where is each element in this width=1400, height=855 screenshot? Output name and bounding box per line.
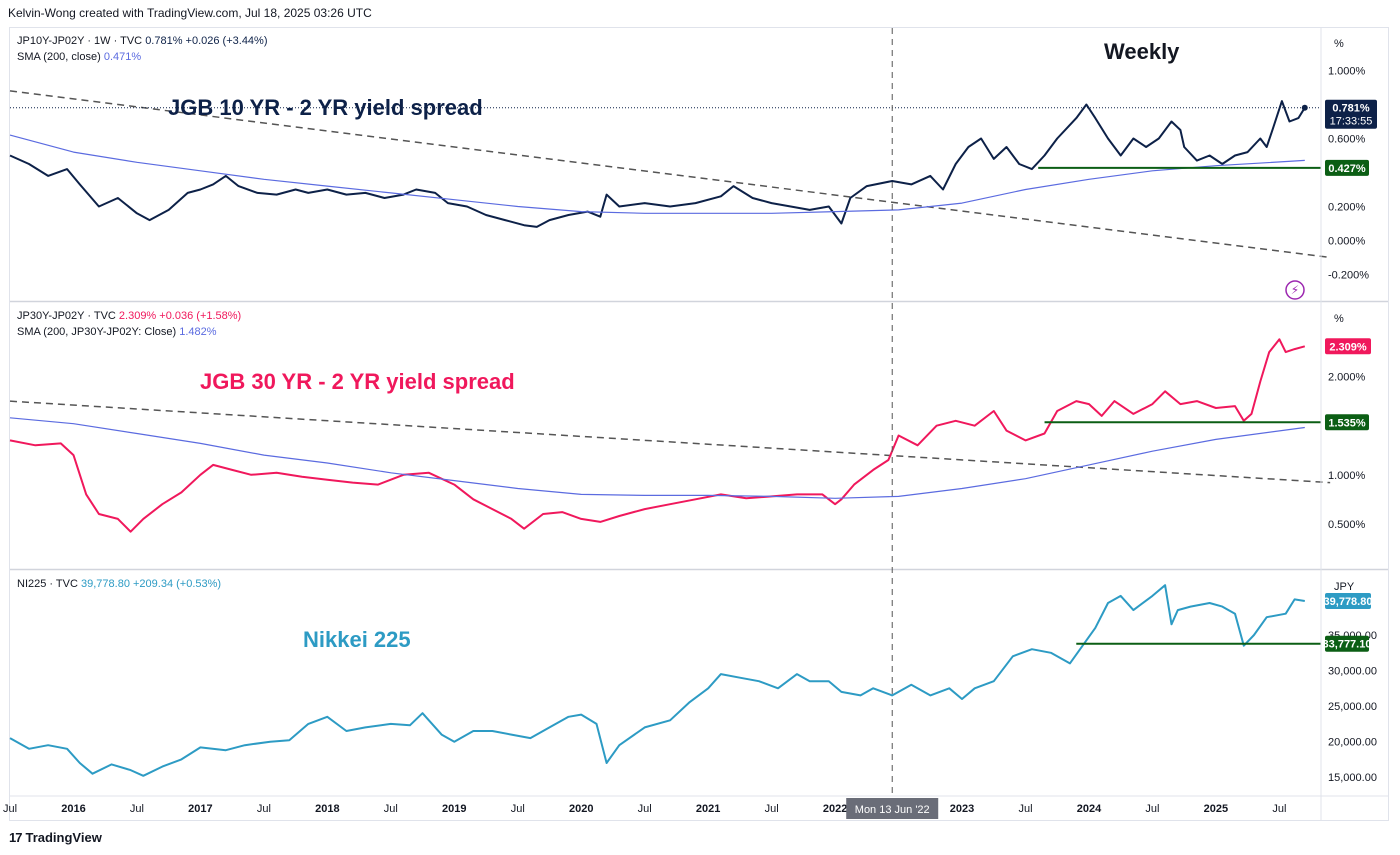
support-tag: [1325, 159, 1369, 176]
support-tag-label: 1.535%: [1328, 417, 1366, 429]
x-tick-label: 2016: [61, 803, 85, 815]
x-tick-label: Jul: [3, 803, 17, 815]
x-tick-label: Jul: [130, 803, 144, 815]
pane-1: % 1.000% 0.600% 0.200% 0.000% -0.200% 0.427% 0.…: [9, 35, 1377, 300]
x-tick-label: 2022: [823, 803, 847, 815]
x-tick-label: Jul: [1145, 803, 1159, 815]
legend-line: JP10Y-JP02Y · 1W · TVC 0.781% +0.026 (+3…: [17, 35, 268, 47]
last-price-tag-label: 0.781%: [1332, 103, 1370, 115]
author-credit: Kelvin-Wong created with TradingView.com…: [8, 6, 372, 20]
price-line: [9, 338, 1306, 533]
crosshair-date-tag: [846, 798, 939, 819]
y-tick-label: 2.000%: [1328, 372, 1366, 384]
y-tick-label: 20,000.00: [1328, 737, 1377, 749]
axis-unit-label: %: [1334, 38, 1344, 50]
y-tick-label: 0.600%: [1328, 134, 1366, 146]
y-tick-label: 25,000.00: [1328, 701, 1377, 713]
x-tick-label: 2021: [696, 803, 720, 815]
y-tick-label: 1.000%: [1328, 470, 1366, 482]
last-price-tag: [1325, 338, 1371, 355]
x-tick-label: 2023: [950, 803, 974, 815]
tradingview-logo[interactable]: 17 TradingView: [9, 830, 102, 845]
last-price-tag: [1325, 593, 1371, 610]
crosshair-date-label: Mon 13 Jun '22: [855, 804, 930, 816]
last-price-tag: [1325, 99, 1377, 129]
support-tag-label: 0.427%: [1328, 163, 1366, 175]
y-tick-label: 0.500%: [1328, 519, 1366, 531]
legend-last: 39,778.80 +209.34 (+0.53%): [81, 578, 221, 590]
legend-line: NI225 · TVC 39,778.80 +209.34 (+0.53%): [17, 578, 221, 590]
x-tick-label: Jul: [257, 803, 271, 815]
tradingview-logo-icon: 17: [9, 830, 23, 845]
legend-last: 2.309% +0.036 (+1.58%): [119, 310, 241, 322]
y-tick-label: 15,000.00: [1328, 772, 1377, 784]
price-line: [9, 100, 1306, 228]
axis-unit-label: %: [1334, 313, 1344, 325]
chart-frame: [9, 27, 1389, 821]
pane-2: % 2.000% 1.000% 0.500% 1.535% 2.309% JP30Y-JP0…: [9, 300, 1388, 533]
legend-sma-label: SMA (200, close): [17, 51, 104, 63]
x-tick-label: 2020: [569, 803, 593, 815]
legend-symbol: NI225 · TVC: [17, 578, 81, 590]
legend-line: JP30Y-JP02Y · TVC 2.309% +0.036 (+1.58%): [17, 310, 241, 322]
legend-sma-label: SMA (200, JP30Y-JP02Y: Close): [17, 326, 179, 338]
sma-line: [9, 417, 1305, 499]
legend-symbol: JP30Y-JP02Y · TVC: [17, 310, 119, 322]
y-tick-label: 30,000.00: [1328, 666, 1377, 678]
sma-line: [9, 134, 1305, 214]
last-price-tag-label: 39,778.80: [1324, 596, 1373, 608]
legend-sma-value: 1.482%: [179, 326, 217, 338]
last-price-dot: [1301, 104, 1308, 111]
legend-last: 0.781% +0.026 (+3.44%): [145, 35, 267, 47]
price-line: [9, 584, 1305, 777]
x-tick-label: Jul: [765, 803, 779, 815]
tradingview-logo-text: TradingView: [25, 830, 102, 845]
pane-3: JPY35,000.0030,000.0025,000.0020,000.001…: [9, 568, 1388, 784]
legend-sma-line: SMA (200, JP30Y-JP02Y: Close) 1.482%: [17, 326, 217, 338]
x-tick-label: Jul: [1272, 803, 1286, 815]
x-tick-label: Jul: [384, 803, 398, 815]
x-tick-label: 2019: [442, 803, 466, 815]
support-tag: [1325, 635, 1369, 652]
x-tick-label: 2025: [1204, 803, 1228, 815]
y-tick-label: 0.200%: [1328, 202, 1366, 214]
x-tick-label: 2017: [188, 803, 212, 815]
dashed-trendline: [9, 90, 1331, 259]
lightning-icon: [1285, 280, 1305, 300]
x-tick-label: 2024: [1077, 803, 1102, 815]
y-tick-label: 1.000%: [1328, 66, 1366, 78]
x-tick-label: 2018: [315, 803, 339, 815]
last-price-tag-label: 2.309%: [1329, 341, 1367, 353]
legend-sma-value: 0.471%: [104, 51, 142, 63]
timeframe-annotation: Weekly: [1104, 39, 1180, 64]
countdown-label: 17:33:55: [1330, 116, 1373, 128]
x-tick-label: Jul: [511, 803, 525, 815]
x-tick-label: Jul: [1018, 803, 1032, 815]
legend-symbol: JP10Y-JP02Y · 1W · TVC: [17, 35, 145, 47]
chart-title: Nikkei 225: [303, 627, 411, 652]
support-tag-label: 33,777.10: [1323, 639, 1372, 651]
x-tick-label: Jul: [638, 803, 652, 815]
legend-sma-line: SMA (200, close) 0.471%: [17, 51, 141, 63]
chart-title: JGB 10 YR - 2 YR yield spread: [168, 95, 483, 120]
dashed-trendline: [9, 400, 1331, 484]
y-tick-label: 0.000%: [1328, 236, 1366, 248]
lightning-icon-glyph: ⚡: [1291, 283, 1299, 297]
support-tag: [1325, 414, 1369, 431]
chart-title: JGB 30 YR - 2 YR yield spread: [200, 369, 515, 394]
y-tick-label: -0.200%: [1328, 270, 1369, 282]
axis-unit-label: JPY: [1334, 581, 1355, 593]
